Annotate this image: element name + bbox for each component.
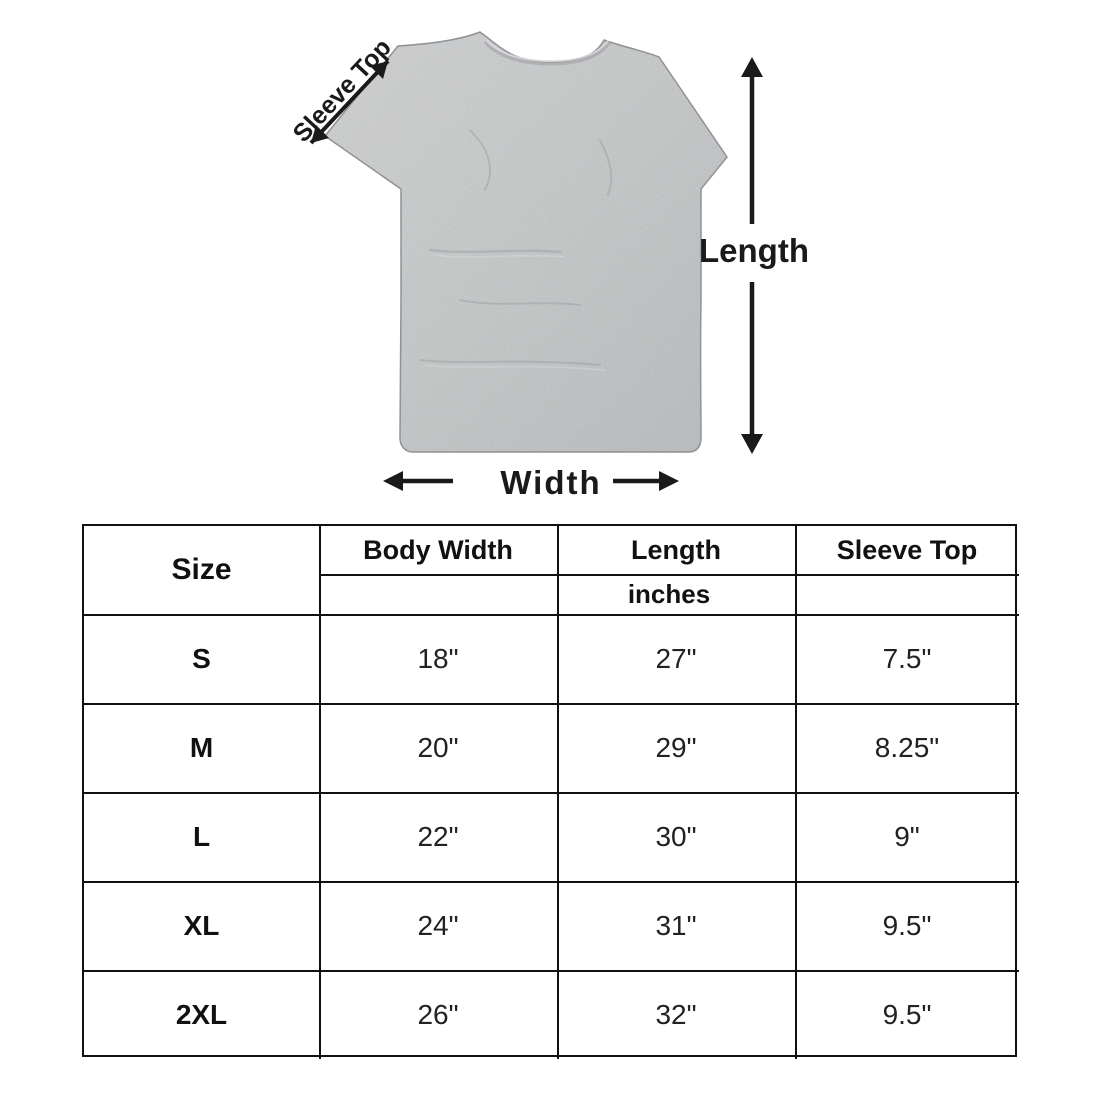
svg-text:Width: Width <box>500 464 601 501</box>
svg-text:Length: Length <box>699 232 809 269</box>
